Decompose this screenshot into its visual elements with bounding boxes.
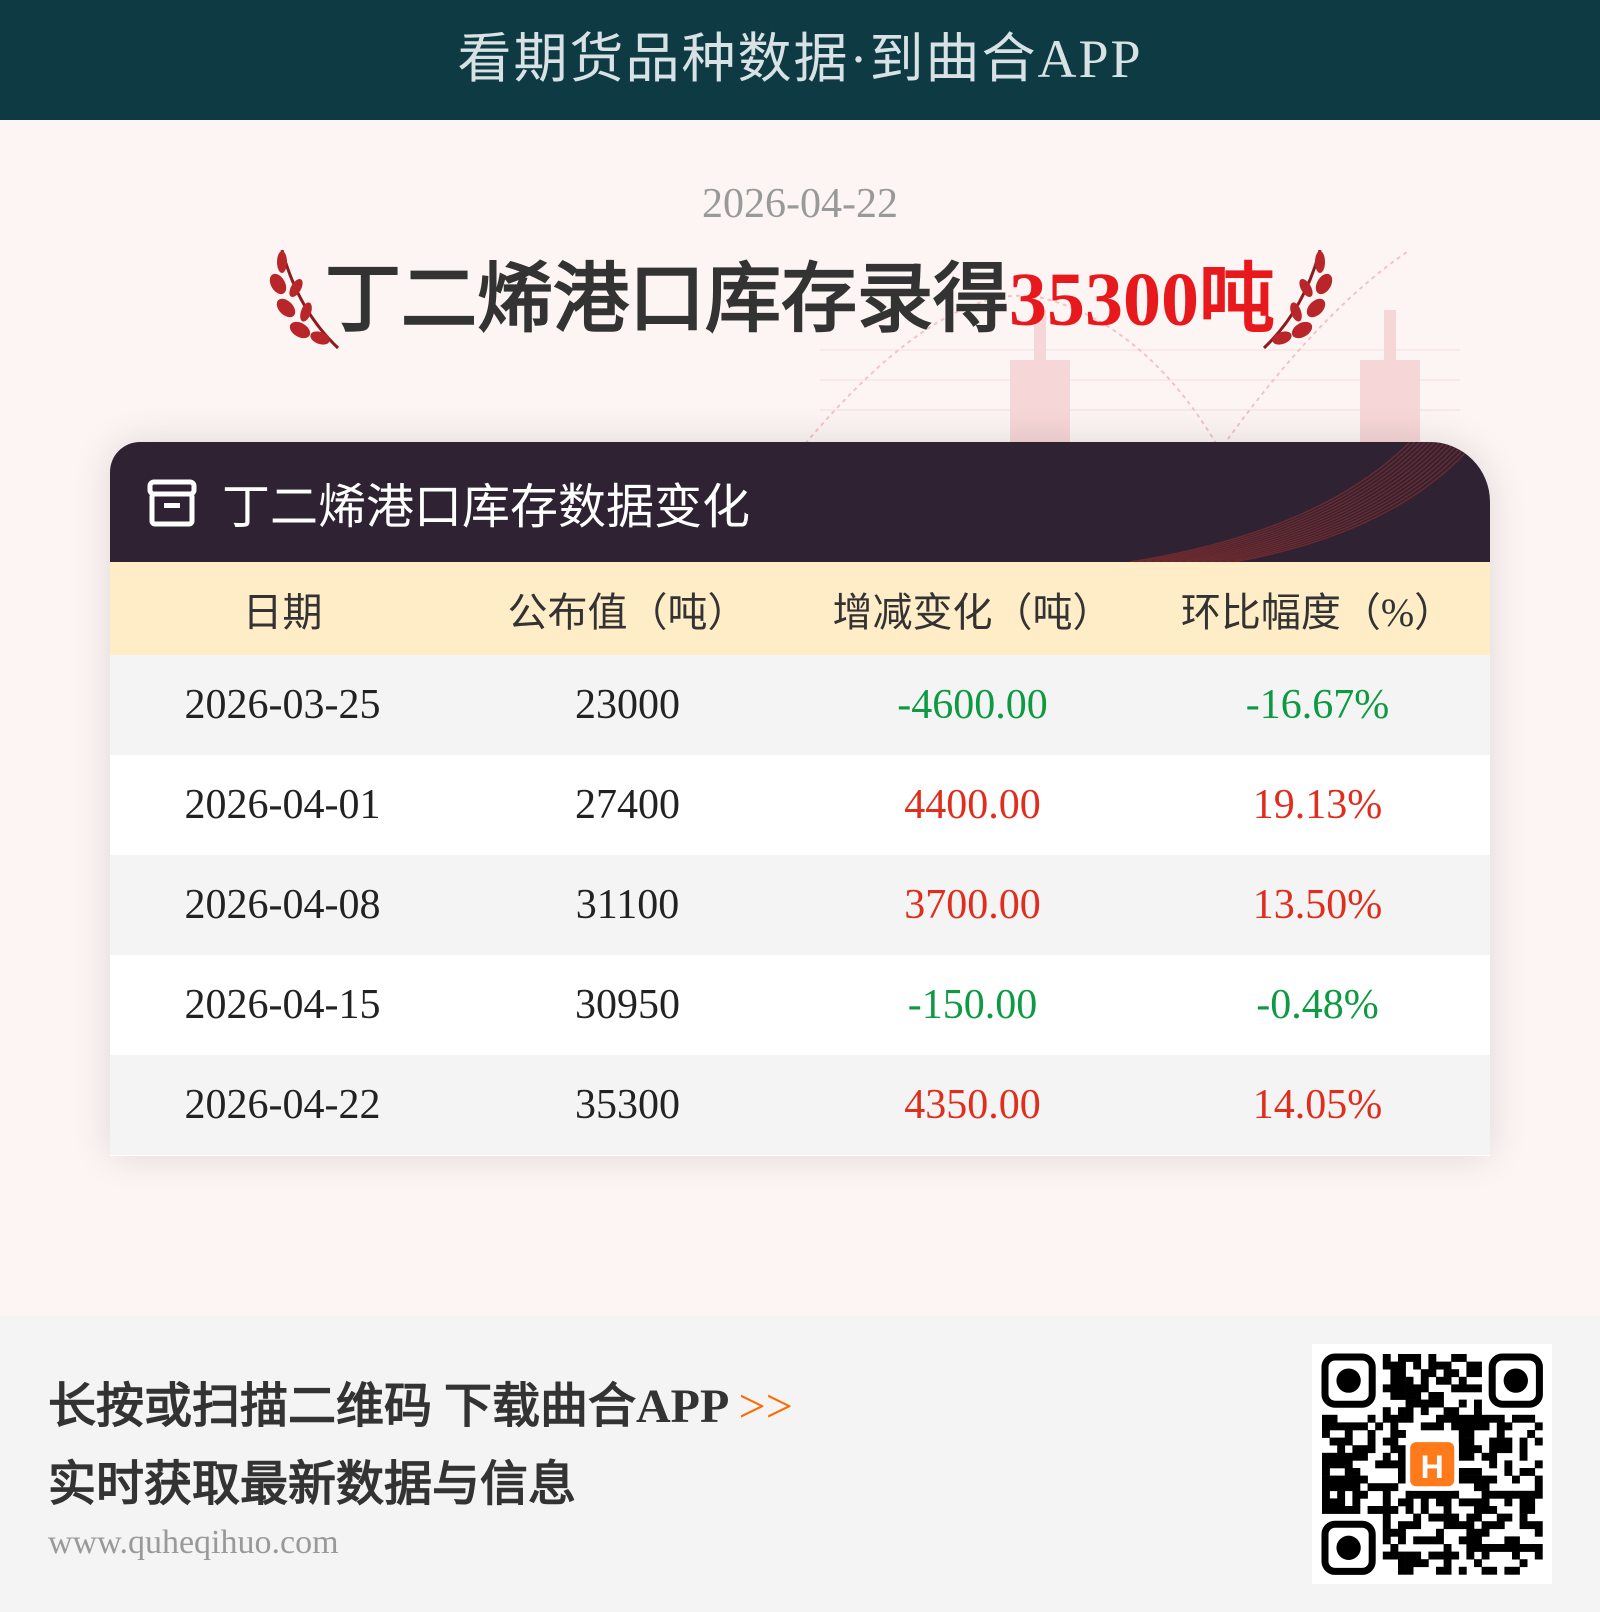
cell-date: 2026-04-08 xyxy=(184,882,381,928)
table-row: 2026-03-25 23000 -4600.00 -16.67% xyxy=(110,655,1490,755)
cell-pct: 14.05% xyxy=(1252,1082,1383,1128)
cell-value: 31100 xyxy=(575,882,680,928)
data-card: 丁二烯港口库存数据变化 日期 公布值（吨） 增减变化（吨） 环比幅度（%） 20… xyxy=(110,442,1490,1156)
top-banner: 看期货品种数据·到曲合APP xyxy=(0,0,1600,120)
card-header: 丁二烯港口库存数据变化 xyxy=(110,442,1490,562)
arrow-icon: >> xyxy=(738,1380,793,1433)
cell-date: 2026-04-15 xyxy=(184,982,381,1028)
headline-value: 35300吨 xyxy=(1009,258,1275,342)
laurel-left-icon xyxy=(269,250,340,350)
column-header-date: 日期 xyxy=(242,589,323,635)
column-header-change: 增减变化（吨） xyxy=(832,589,1113,635)
cell-value: 27400 xyxy=(575,782,680,828)
subtitle: 实时获取最新数据与信息 xyxy=(48,1458,577,1511)
cell-change: -150.00 xyxy=(907,982,1038,1028)
laurel-right-icon xyxy=(1262,250,1333,350)
table-body: 2026-03-25 23000 -4600.00 -16.67% 2026-04-01… xyxy=(110,655,1490,1155)
cell-value: 23000 xyxy=(575,682,680,728)
background-chart-decoration xyxy=(800,250,1460,450)
table-row: 2026-04-01 27400 4400.00 19.13% xyxy=(110,755,1490,855)
archive-box-icon xyxy=(147,479,197,527)
cell-pct: -0.48% xyxy=(1256,982,1379,1028)
app-logo-icon xyxy=(1410,1442,1455,1487)
table-row: 2026-04-08 31100 3700.00 13.50% xyxy=(110,855,1490,955)
card-title: 丁二烯港口库存数据变化 xyxy=(222,481,751,534)
cell-date: 2026-03-25 xyxy=(184,682,381,728)
cell-value: 30950 xyxy=(575,982,680,1028)
cell-change: 3700.00 xyxy=(904,882,1041,928)
table-row: 2026-04-22 35300 4350.00 14.05% xyxy=(110,1055,1490,1155)
qr-code[interactable]: H xyxy=(1312,1344,1552,1584)
cell-pct: 19.13% xyxy=(1252,782,1383,828)
cell-change: 4400.00 xyxy=(904,782,1041,828)
cell-change: -4600.00 xyxy=(897,682,1048,728)
table-header: 日期 公布值（吨） 增减变化（吨） 环比幅度（%） xyxy=(110,562,1490,655)
headline-text: 丁二烯港口库存录得 xyxy=(325,258,1009,342)
decorative-lines xyxy=(1129,442,1476,562)
column-header-pct: 环比幅度（%） xyxy=(1180,589,1455,635)
headline: 丁二烯港口库存录得35300吨 xyxy=(0,255,1600,345)
cell-pct: -16.67% xyxy=(1245,682,1390,728)
cell-change: 4350.00 xyxy=(904,1082,1041,1128)
report-date: 2026-04-22 xyxy=(702,181,898,227)
website-url[interactable]: www.quheqihuo.com xyxy=(48,1524,339,1561)
cell-date: 2026-04-22 xyxy=(184,1082,381,1128)
svg-text:H: H xyxy=(1421,1449,1444,1485)
download-prompt: 长按或扫描二维码 下载曲合APP >> xyxy=(48,1366,793,1436)
cell-date: 2026-04-01 xyxy=(184,782,381,828)
table-row: 2026-04-15 30950 -150.00 -0.48% xyxy=(110,955,1490,1055)
cell-value: 35300 xyxy=(575,1082,680,1128)
cell-pct: 13.50% xyxy=(1252,882,1383,928)
footer: 长按或扫描二维码 下载曲合APP >> 实时获取最新数据与信息 www.quhe… xyxy=(0,1316,1600,1612)
download-text: 长按或扫描二维码 下载曲合APP xyxy=(48,1380,727,1433)
column-header-value: 公布值（吨） xyxy=(507,589,748,635)
